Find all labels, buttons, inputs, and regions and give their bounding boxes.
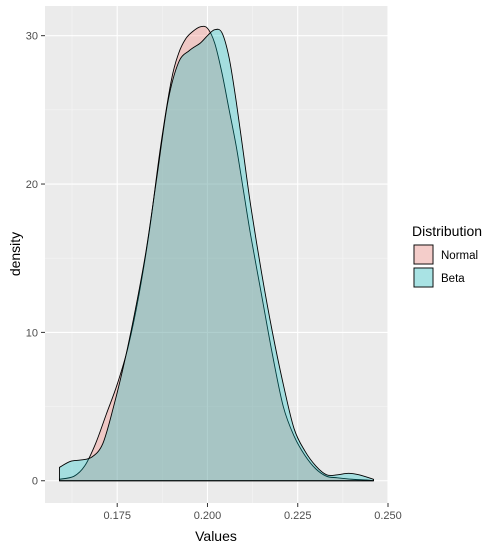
legend-swatch-beta [413,267,434,288]
axes: 0.175 0.200 0.225 0.250 0 10 20 30 [26,31,402,522]
y-axis-title: density [7,232,23,276]
x-axis-title: Values [195,528,237,544]
legend-title: Distribution [412,223,482,239]
density-area-beta [58,28,375,482]
legend-label-normal: Normal [441,250,478,262]
legend: Distribution Normal Beta [412,223,482,288]
x-tick-label: 0.250 [374,510,402,522]
y-tick-label: 20 [26,179,38,191]
x-tick-label: 0.175 [103,510,131,522]
plot-panel [45,6,388,503]
density-area-normal [58,25,375,482]
y-tick-label: 0 [32,476,38,488]
legend-keys: Normal Beta [413,244,478,288]
density-curves [58,25,375,482]
x-tick-label: 0.225 [284,510,312,522]
legend-label-beta: Beta [441,273,465,285]
y-tick-label: 10 [26,327,38,339]
legend-key-background [413,244,434,265]
x-tick-label: 0.200 [194,510,222,522]
grid-lines [45,6,389,503]
legend-swatch-normal [413,244,434,265]
y-tick-label: 30 [26,31,38,43]
legend-key-background [413,267,434,288]
